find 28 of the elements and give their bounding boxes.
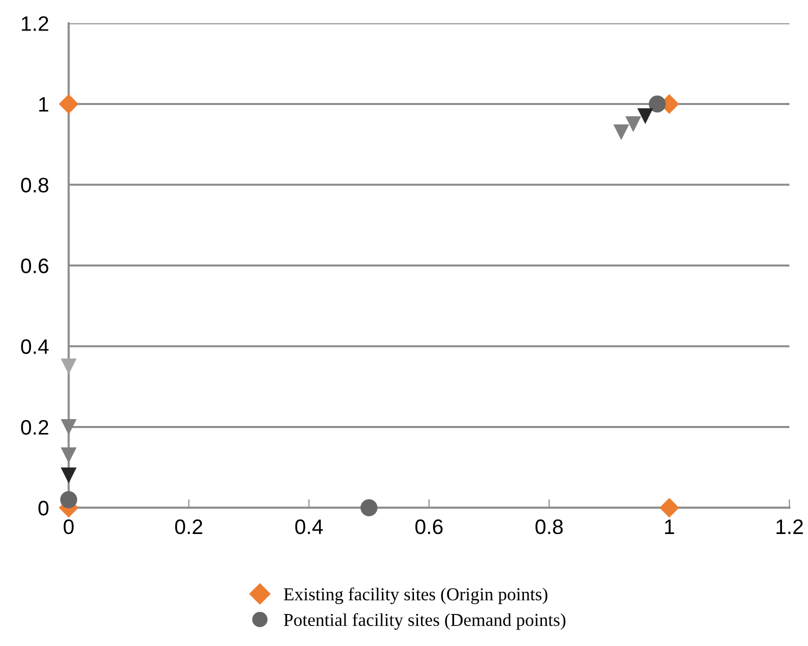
y-tick-label: 0.6: [21, 258, 48, 274]
point: [60, 447, 77, 464]
y-tick-label: 1: [39, 97, 48, 112]
y-tick-label: 0.4: [21, 339, 49, 354]
point: [60, 358, 77, 374]
legend-label: Existing facility sites (Origin points): [284, 588, 548, 604]
y-tick-label: 0.2: [21, 420, 48, 435]
point: [637, 108, 654, 124]
x-tick-label: 0.4: [295, 519, 323, 534]
point: [625, 116, 642, 132]
x-tick-label: 0.6: [415, 519, 443, 534]
x-tick-label: 0: [64, 519, 74, 534]
x-tick-label: 1: [665, 520, 674, 534]
legend-label: Potential facility sites (Demand points): [284, 613, 566, 630]
point: [60, 419, 77, 435]
point: [60, 491, 78, 508]
y-tick-label: 0: [38, 500, 48, 516]
point: [60, 468, 77, 484]
x-tick-label: 0.8: [536, 519, 563, 534]
point: [648, 96, 666, 113]
point: [613, 124, 630, 140]
x-tick-label: 0.2: [175, 519, 202, 534]
point: [58, 94, 78, 114]
x-tick-label: 1.2: [776, 519, 803, 534]
y-tick-label: 1.2: [22, 16, 48, 31]
y-tick-label: 0.8: [21, 178, 48, 193]
point: [360, 499, 378, 516]
point: [659, 498, 680, 518]
